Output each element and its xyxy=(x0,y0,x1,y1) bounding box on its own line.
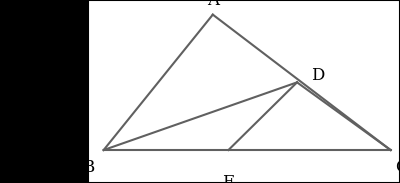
Text: C: C xyxy=(395,159,400,176)
Text: A: A xyxy=(207,0,219,9)
Text: B: B xyxy=(82,159,94,176)
Text: D: D xyxy=(311,68,324,84)
Text: E: E xyxy=(222,174,234,183)
